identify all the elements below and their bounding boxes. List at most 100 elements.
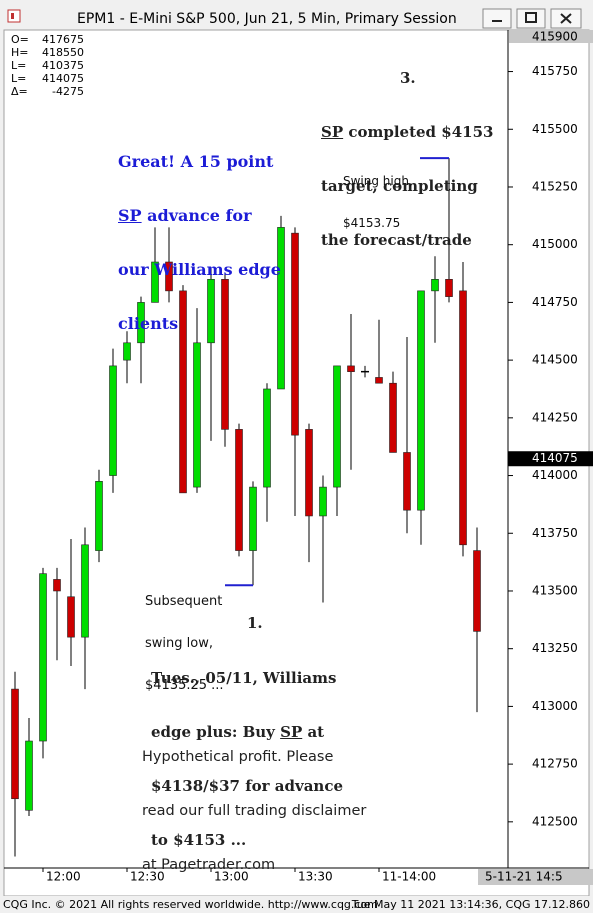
annotation-line: SP completed $4153 [321,123,493,141]
annotation-line: edge plus: Buy SP at [151,723,343,741]
annotation-text: our Williams edge [118,260,281,279]
scale-top-label: 415900 [532,29,578,43]
annotation-text: SP [118,206,142,225]
candle-body [207,279,215,344]
candle-body [25,740,33,811]
annotation-number: 1. [247,614,263,632]
annotation-text: 1. [247,614,263,632]
annotation-text: SP [280,723,303,741]
annotation-line: Tues., 05/11, Williams [151,669,343,687]
restore-button[interactable] [516,8,546,29]
candle-body [431,279,439,292]
great-annotation: Great! A 15 point SP advance for our Wil… [118,117,281,351]
disclaimer: Hypothetical profit. Please read our ful… [142,712,366,892]
y-tick-label: 413250 [532,641,578,655]
annotation-text: at Pagetrader.com [142,857,276,873]
y-tick-label: 414750 [532,295,578,309]
annotation-text: swing low, [145,636,213,651]
swing-low-annotation: Subsequent swing low, $4135.25 ... [145,567,224,707]
candle-body [417,290,425,511]
candle-body [473,550,481,632]
quote-value: 418550 [42,46,84,59]
x-tick-label: 13:30 [298,870,333,884]
annotation-text: Subsequent [145,594,223,609]
quote-label: H= [11,46,29,59]
trade-annotation: Tues., 05/11, Williams edge plus: Buy SP… [151,633,343,867]
annotation-text: to $4153 ... [151,831,247,849]
annotation-text: Swing high, [343,174,413,188]
annotation-line: SP advance for [118,207,281,225]
quote-label: L= [11,72,26,85]
candle-body [193,342,201,488]
annotation-line: the forecast/trade [321,231,493,249]
cursor-box [478,869,593,885]
y-tick-label: 413000 [532,699,578,713]
y-tick-label: 413750 [532,526,578,540]
candle-body [123,342,131,361]
candle-body [389,382,397,453]
minimize-button[interactable] [482,8,512,29]
candle-body [319,486,327,517]
quote-value: 417675 [42,33,84,46]
candle-body [109,365,117,476]
annotation-line: $4138/$37 for advance [151,777,343,795]
annotation-text: clients [118,314,179,333]
quote-value: 410375 [42,59,84,72]
candle-body [235,429,243,551]
candle-body [137,302,145,344]
annotation-text: SP [321,123,344,141]
y-tick-label: 412500 [532,814,578,828]
annotation-line: target, completing [321,177,493,195]
annotation-number: 3. [400,69,416,87]
y-tick-label: 413500 [532,583,578,597]
cursor-label: 5-11-21 14:5 [485,870,563,884]
last-price-box [508,451,593,467]
scale-top-box [509,30,593,43]
annotation-text: Hypothetical profit. Please [142,749,334,765]
annotation-text: advance for [141,206,252,225]
x-tick-label: 13:00 [214,870,249,884]
window-icon-part [11,13,14,19]
x-tick-label: 11-14:00 [382,870,436,884]
annotation-line: clients [118,315,281,333]
annotation-line: our Williams edge [118,261,281,279]
annotation-text: edge plus: Buy [151,723,281,741]
candle-body [179,290,187,494]
candle-body [291,232,299,436]
x-tick-label: 12:00 [46,870,81,884]
window-title: EPM1 - E-Mini S&P 500, Jun 21, 5 Min, Pr… [77,11,457,27]
candle-body [221,279,229,430]
annotation-text: target, completing [321,177,478,195]
candle-body [11,688,19,800]
annotation-text: Great! A 15 point [118,152,274,171]
candle-body [277,227,285,390]
annotation-text: completed $4153 [343,123,494,141]
annotation-text: the forecast/trade [321,231,472,249]
last-price-label: 414075 [532,451,578,465]
candle-body [403,452,411,511]
y-tick-label: 414500 [532,353,578,367]
quote-value: 414075 [42,72,84,85]
candle-body [305,429,313,517]
annotation-text: Tues., 05/11, Williams [151,669,337,687]
swing-high-annotation: Swing high, $4153.75 [343,146,413,244]
candle-body [95,481,103,551]
target-annotation: SP completed $4153 target, completing th… [321,87,493,267]
annotation-line: to $4153 ... [151,831,343,849]
footer-left: CQG Inc. © 2021 All rights reserved worl… [3,898,378,911]
annotation-text: at [302,723,325,741]
annotation-text: $4138/$37 for advance [151,777,344,795]
y-tick-label: 415750 [532,64,578,78]
y-tick-label: 414000 [532,468,578,482]
quote-label: O= [11,33,29,46]
annotation-line: Great! A 15 point [118,153,281,171]
close-icon [560,13,572,24]
quote-value: -4275 [52,85,84,98]
candle-body [347,365,355,372]
status-bar [0,896,593,913]
quote-label: Δ= [11,85,28,98]
annotation-text: read our full trading disclaimer [142,803,367,819]
candle-body [39,573,47,742]
